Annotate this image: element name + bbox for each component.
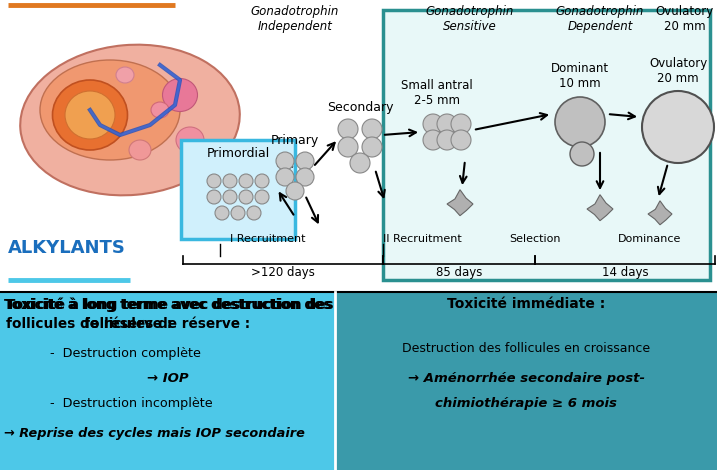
Circle shape [423, 130, 443, 150]
Circle shape [555, 97, 605, 147]
Text: >120 days: >120 days [251, 266, 315, 279]
Text: I Recruitment: I Recruitment [230, 234, 305, 244]
Circle shape [223, 174, 237, 188]
Circle shape [362, 137, 382, 157]
Circle shape [223, 190, 237, 204]
Circle shape [338, 119, 358, 139]
Circle shape [286, 182, 304, 200]
Circle shape [207, 190, 221, 204]
Text: → Reprise des cycles mais IOP secondaire: → Reprise des cycles mais IOP secondaire [4, 427, 305, 440]
Text: Dominant
10 mm: Dominant 10 mm [551, 62, 609, 90]
Circle shape [437, 130, 457, 150]
Text: Gonadotrophin
Dependent: Gonadotrophin Dependent [556, 5, 644, 33]
Circle shape [362, 119, 382, 139]
Text: Toxicité à long terme avec destruction des: Toxicité à long terme avec destruction d… [6, 297, 333, 312]
Text: follicules de réserve :: follicules de réserve : [6, 317, 172, 331]
Circle shape [451, 114, 471, 134]
Circle shape [437, 114, 457, 134]
Text: Ovulatory
20 mm: Ovulatory 20 mm [649, 57, 707, 85]
Text: → IOP: → IOP [147, 372, 189, 385]
Text: → Aménorrhée secondaire post-: → Aménorrhée secondaire post- [407, 372, 645, 385]
Circle shape [296, 168, 314, 186]
Text: Toxicité à long terme avec destruction des: Toxicité à long terme avec destruction d… [4, 297, 331, 312]
Circle shape [255, 174, 269, 188]
Ellipse shape [65, 91, 115, 139]
Ellipse shape [20, 45, 239, 196]
Text: Secondary: Secondary [327, 101, 393, 114]
Text: 85 days: 85 days [436, 266, 483, 279]
FancyBboxPatch shape [181, 140, 295, 239]
Circle shape [276, 168, 294, 186]
Bar [335, 292, 717, 470]
Ellipse shape [176, 127, 204, 153]
Text: ALKYLANTS: ALKYLANTS [8, 239, 126, 257]
Text: chimiothérapie ≥ 6 mois: chimiothérapie ≥ 6 mois [435, 397, 617, 410]
Text: Gonadotrophin
Independent: Gonadotrophin Independent [251, 5, 339, 33]
Text: Ovulatory
20 mm: Ovulatory 20 mm [656, 5, 714, 33]
Text: Destruction des follicules en croissance: Destruction des follicules en croissance [402, 342, 650, 355]
Polygon shape [648, 201, 672, 225]
Circle shape [338, 137, 358, 157]
Circle shape [231, 206, 245, 220]
Text: Toxicité immédiate :: Toxicité immédiate : [447, 297, 605, 311]
Text: Selection: Selection [509, 234, 561, 244]
Circle shape [642, 91, 714, 163]
Text: -  Destruction incomplète: - Destruction incomplète [50, 397, 213, 410]
Circle shape [276, 152, 294, 170]
Text: Primary: Primary [271, 134, 319, 147]
Ellipse shape [52, 80, 128, 150]
Circle shape [451, 130, 471, 150]
Circle shape [296, 152, 314, 170]
Circle shape [255, 190, 269, 204]
Circle shape [350, 153, 370, 173]
Text: 14 days: 14 days [602, 266, 648, 279]
Polygon shape [447, 190, 473, 216]
Circle shape [239, 174, 253, 188]
Bar [383, 10, 710, 280]
Text: Dominance: Dominance [618, 234, 682, 244]
Text: Small antral
2-5 mm: Small antral 2-5 mm [401, 79, 473, 107]
Text: Gonadotrophin
Sensitive: Gonadotrophin Sensitive [426, 5, 514, 33]
Text: -  Destruction complète: - Destruction complète [50, 347, 201, 360]
Circle shape [423, 114, 443, 134]
Circle shape [570, 142, 594, 166]
Circle shape [239, 190, 253, 204]
Ellipse shape [151, 102, 169, 118]
Ellipse shape [163, 78, 197, 111]
Text: follicules de réserve :: follicules de réserve : [85, 317, 250, 331]
Ellipse shape [40, 60, 180, 160]
Ellipse shape [129, 140, 151, 160]
Polygon shape [587, 195, 613, 221]
Circle shape [215, 206, 229, 220]
Ellipse shape [116, 67, 134, 83]
Circle shape [247, 206, 261, 220]
Text: Primordial: Primordial [206, 147, 270, 160]
Bar [0, 292, 335, 470]
Text: II Recruitment: II Recruitment [383, 234, 462, 244]
Circle shape [207, 174, 221, 188]
